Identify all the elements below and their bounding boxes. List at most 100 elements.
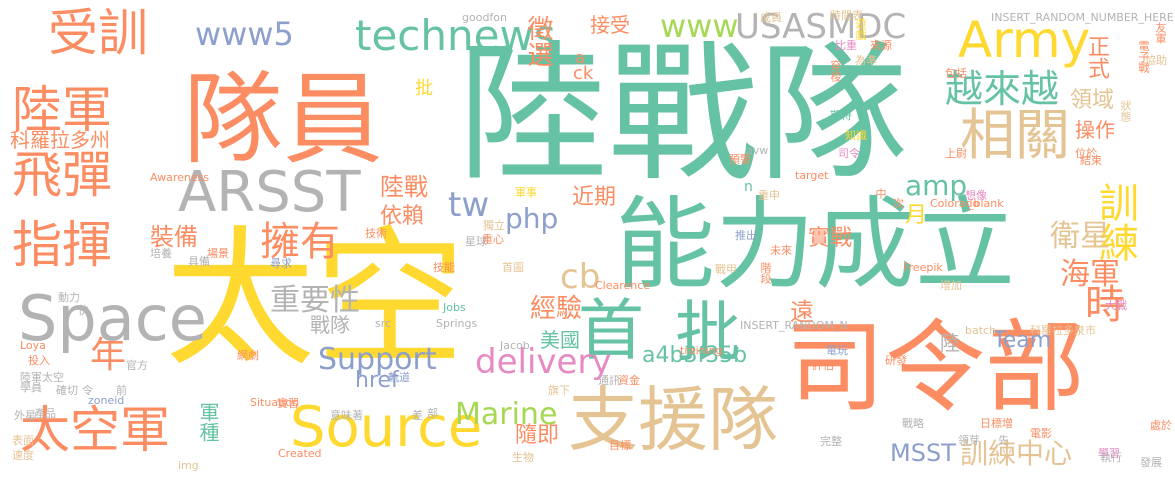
word: 學員 xyxy=(20,381,42,394)
word: 重申 xyxy=(758,189,780,202)
word: 能力成立 xyxy=(615,186,1015,303)
word: 領域 xyxy=(1070,88,1115,113)
word: 海軍 xyxy=(1060,257,1120,292)
word: img xyxy=(178,459,199,472)
word: 軌道 xyxy=(388,371,410,384)
word: target xyxy=(795,169,829,182)
word: 旗下 xyxy=(548,384,570,397)
word: 重心 xyxy=(482,233,504,246)
word: 訓練中心 xyxy=(960,437,1073,470)
word: 重要性 xyxy=(270,283,360,318)
word: INSERT_RANDOM_N xyxy=(740,319,848,332)
word: 意味著 xyxy=(330,409,363,422)
word: 快 xyxy=(78,304,89,317)
word: 預警 xyxy=(729,153,751,166)
word: 推出 xyxy=(735,229,757,242)
word: 軍種 xyxy=(196,402,220,442)
word: 支援隊 xyxy=(568,379,778,461)
word: 戰隊 xyxy=(310,313,350,337)
word: Created xyxy=(278,447,322,460)
word: 令 xyxy=(82,384,93,397)
word: 經驗 xyxy=(530,294,583,324)
word: 隊員 xyxy=(183,61,383,178)
word: www xyxy=(660,7,739,45)
word: Springs xyxy=(436,317,478,330)
word: 發展 xyxy=(1140,456,1162,469)
word: Situation xyxy=(250,396,300,409)
word: 指揮 xyxy=(12,216,112,274)
word: 電子戰 xyxy=(1137,40,1150,73)
word: 越來越 xyxy=(945,67,1060,111)
word: 官方 xyxy=(126,359,148,372)
word: 遊戲 xyxy=(854,18,867,40)
word: tw xyxy=(448,185,490,225)
word: 正式 xyxy=(1084,35,1109,79)
word: 軍事 xyxy=(515,186,537,199)
word: _blank xyxy=(968,197,1004,210)
word: 研發 xyxy=(885,354,907,367)
word: 資金 xyxy=(618,374,640,387)
word: 上尉 xyxy=(945,147,967,160)
word: 隨即 xyxy=(515,423,560,448)
word: 電玩 xyxy=(826,344,848,357)
word: 結束 xyxy=(1080,154,1102,167)
word: 執行 xyxy=(1100,451,1122,464)
word: 網劇 xyxy=(237,349,259,362)
word: 協助 xyxy=(1145,54,1167,67)
word: 批 xyxy=(675,294,741,371)
word: 目標 xyxy=(609,439,631,452)
word: 近期 xyxy=(572,185,617,210)
word: 處於 xyxy=(1150,419,1172,432)
word: 領芽 xyxy=(958,434,980,447)
word: 期待 xyxy=(830,109,852,122)
word: 首 xyxy=(578,292,644,369)
word: 陸 xyxy=(940,331,960,355)
word: amp xyxy=(905,169,968,202)
word: 受訓 xyxy=(48,4,148,62)
word: cb xyxy=(560,257,601,297)
word: Marine xyxy=(455,397,558,432)
word: 狀態 xyxy=(1119,100,1132,122)
word: php xyxy=(505,202,559,235)
word: 穿梭 xyxy=(829,60,842,82)
word: Freepik xyxy=(903,261,943,274)
word: 差 xyxy=(412,409,423,422)
word: 陸戰 xyxy=(380,173,428,201)
word: 完整 xyxy=(820,435,842,448)
word: 陸軍 xyxy=(12,81,112,139)
word: 表面 xyxy=(12,434,34,447)
word: 實戰 xyxy=(808,226,853,251)
word: 接受 xyxy=(590,13,630,37)
word: 知識 xyxy=(845,129,867,142)
word: 科羅拉多州 xyxy=(10,128,110,152)
word: INSERT_RANDOM_NUMBER_HERE xyxy=(991,11,1174,24)
word: Loya xyxy=(20,339,46,352)
word: training xyxy=(680,344,723,357)
word: 技能 xyxy=(433,261,455,274)
word: 次 xyxy=(893,197,904,210)
word: 年 xyxy=(90,335,127,376)
word: 部 xyxy=(427,407,438,420)
word: Team xyxy=(993,328,1052,353)
word: 獨立 xyxy=(483,219,505,232)
word: 依賴 xyxy=(380,204,425,229)
word: a xyxy=(575,48,585,67)
word: 生物 xyxy=(512,451,534,464)
word: 陸戰隊 xyxy=(458,28,909,202)
word: Awareness xyxy=(150,171,210,184)
word: 先 xyxy=(998,434,1009,447)
word: 美國 xyxy=(540,328,580,352)
word: 月 xyxy=(905,203,928,228)
word: goodfon xyxy=(462,11,507,24)
word: 裝備 xyxy=(150,223,198,251)
word: 前 xyxy=(116,384,127,397)
word: 場景 xyxy=(207,247,229,260)
word: Colorado xyxy=(930,197,980,210)
word: 大戰 xyxy=(1105,299,1127,312)
word: 擁有 xyxy=(260,219,340,265)
word: 司令 xyxy=(838,147,860,160)
word: batch xyxy=(965,324,997,337)
word: 投入 xyxy=(28,354,50,367)
word: 未來 xyxy=(770,244,792,257)
